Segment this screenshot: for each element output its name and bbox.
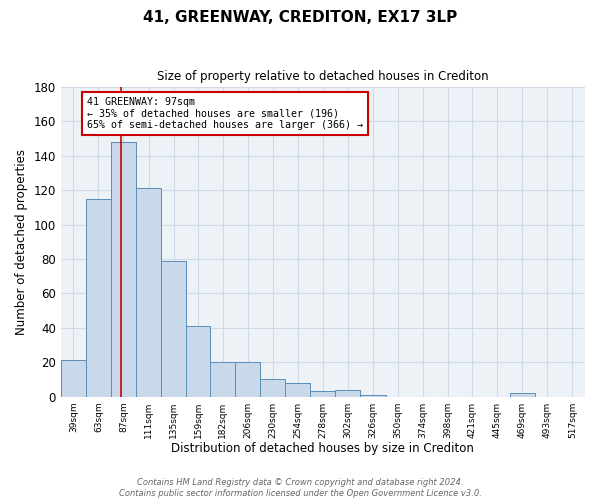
Bar xyxy=(161,260,186,396)
Bar xyxy=(235,362,260,396)
Bar xyxy=(286,383,310,396)
Title: Size of property relative to detached houses in Crediton: Size of property relative to detached ho… xyxy=(157,70,489,83)
Bar xyxy=(310,392,335,396)
Text: 41 GREENWAY: 97sqm
← 35% of detached houses are smaller (196)
65% of semi-detach: 41 GREENWAY: 97sqm ← 35% of detached hou… xyxy=(87,98,363,130)
Bar xyxy=(86,199,111,396)
X-axis label: Distribution of detached houses by size in Crediton: Distribution of detached houses by size … xyxy=(172,442,475,455)
Text: 41, GREENWAY, CREDITON, EX17 3LP: 41, GREENWAY, CREDITON, EX17 3LP xyxy=(143,10,457,25)
Bar xyxy=(186,326,210,396)
Bar xyxy=(335,390,361,396)
Bar xyxy=(210,362,235,396)
Bar xyxy=(61,360,86,396)
Bar xyxy=(111,142,136,397)
Bar xyxy=(260,380,286,396)
Y-axis label: Number of detached properties: Number of detached properties xyxy=(15,149,28,335)
Text: Contains HM Land Registry data © Crown copyright and database right 2024.
Contai: Contains HM Land Registry data © Crown c… xyxy=(119,478,481,498)
Bar xyxy=(136,188,161,396)
Bar xyxy=(510,393,535,396)
Bar xyxy=(361,395,386,396)
